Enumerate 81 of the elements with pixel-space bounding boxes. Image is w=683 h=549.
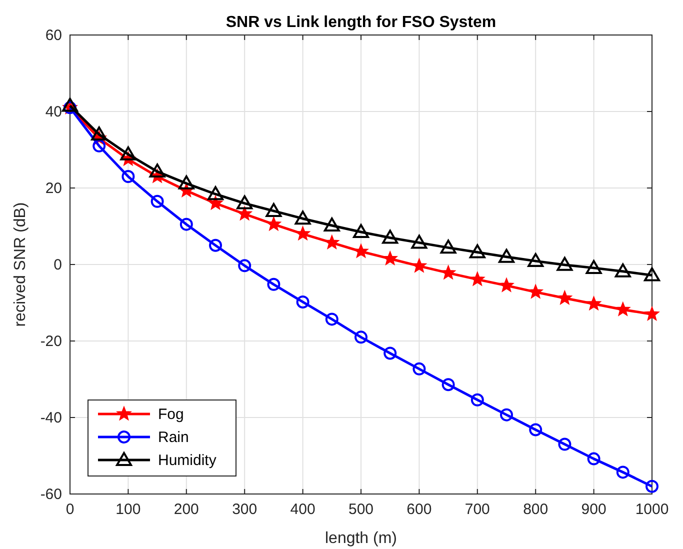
point <box>122 170 135 184</box>
point <box>324 235 340 249</box>
point <box>646 480 658 493</box>
point <box>237 206 252 220</box>
point <box>616 466 630 479</box>
point <box>384 346 397 360</box>
y-tick-label: -20 <box>40 333 62 350</box>
point <box>149 164 166 178</box>
point <box>382 251 398 265</box>
point <box>412 362 426 376</box>
x-tick-label: 600 <box>406 501 432 518</box>
point <box>528 284 543 298</box>
point <box>180 218 193 231</box>
point <box>382 230 398 244</box>
x-tick-label: 700 <box>464 501 490 518</box>
point <box>500 408 513 422</box>
y-tick-label: 0 <box>54 256 62 274</box>
x-tick-label: 200 <box>174 501 199 518</box>
point <box>354 244 368 258</box>
point <box>586 296 601 310</box>
point <box>558 290 572 304</box>
point <box>120 146 136 160</box>
point <box>614 263 631 278</box>
point <box>325 312 338 326</box>
point <box>529 423 542 436</box>
point <box>411 234 428 249</box>
legend-label: Rain <box>158 429 189 446</box>
point <box>616 302 630 316</box>
point <box>62 98 78 112</box>
point <box>644 306 660 320</box>
point <box>296 226 310 240</box>
x-tick-label: 0 <box>66 501 74 518</box>
y-tick-label: -60 <box>40 486 62 503</box>
x-tick-label: 400 <box>290 501 316 518</box>
x-tick-label: 300 <box>232 501 258 518</box>
point <box>587 452 600 466</box>
y-tick-label: 60 <box>45 27 62 44</box>
point <box>470 272 485 286</box>
point <box>498 248 514 263</box>
x-tick-label: 1000 <box>635 501 669 518</box>
point <box>236 195 253 210</box>
point <box>586 260 602 274</box>
y-tick-label: -40 <box>40 410 62 426</box>
y-tick-label: 40 <box>45 104 62 120</box>
point <box>267 278 280 291</box>
point <box>354 330 368 344</box>
point <box>499 278 514 292</box>
point <box>644 267 660 282</box>
point <box>470 393 484 406</box>
legend-label: Humidity <box>158 452 217 469</box>
point <box>469 244 486 258</box>
point <box>442 378 455 392</box>
point <box>208 186 224 200</box>
point <box>294 210 311 225</box>
point <box>441 265 456 280</box>
point <box>266 202 282 217</box>
y-axis-title: recived SNR (dB) <box>12 202 29 327</box>
point <box>209 238 222 252</box>
point <box>266 216 281 230</box>
point <box>238 259 252 272</box>
x-axis-title: length (m) <box>324 530 398 547</box>
point <box>324 217 340 232</box>
point <box>296 295 310 308</box>
point <box>178 175 194 190</box>
point <box>556 256 573 271</box>
point <box>353 224 369 238</box>
x-tick-label: 900 <box>581 501 606 518</box>
x-tick-label: 500 <box>348 501 374 518</box>
point <box>91 126 108 140</box>
point <box>208 196 223 210</box>
x-tick-label: 100 <box>116 501 141 518</box>
y-tick-label: 20 <box>45 180 62 197</box>
legend-label: Fog <box>158 406 184 423</box>
point <box>440 240 456 254</box>
point <box>528 253 544 268</box>
x-tick-label: 800 <box>523 501 548 518</box>
point <box>558 438 572 451</box>
point <box>92 139 106 152</box>
chart-title: SNR vs Link length for FSO System <box>226 14 496 31</box>
point <box>412 258 426 272</box>
point <box>150 194 164 208</box>
